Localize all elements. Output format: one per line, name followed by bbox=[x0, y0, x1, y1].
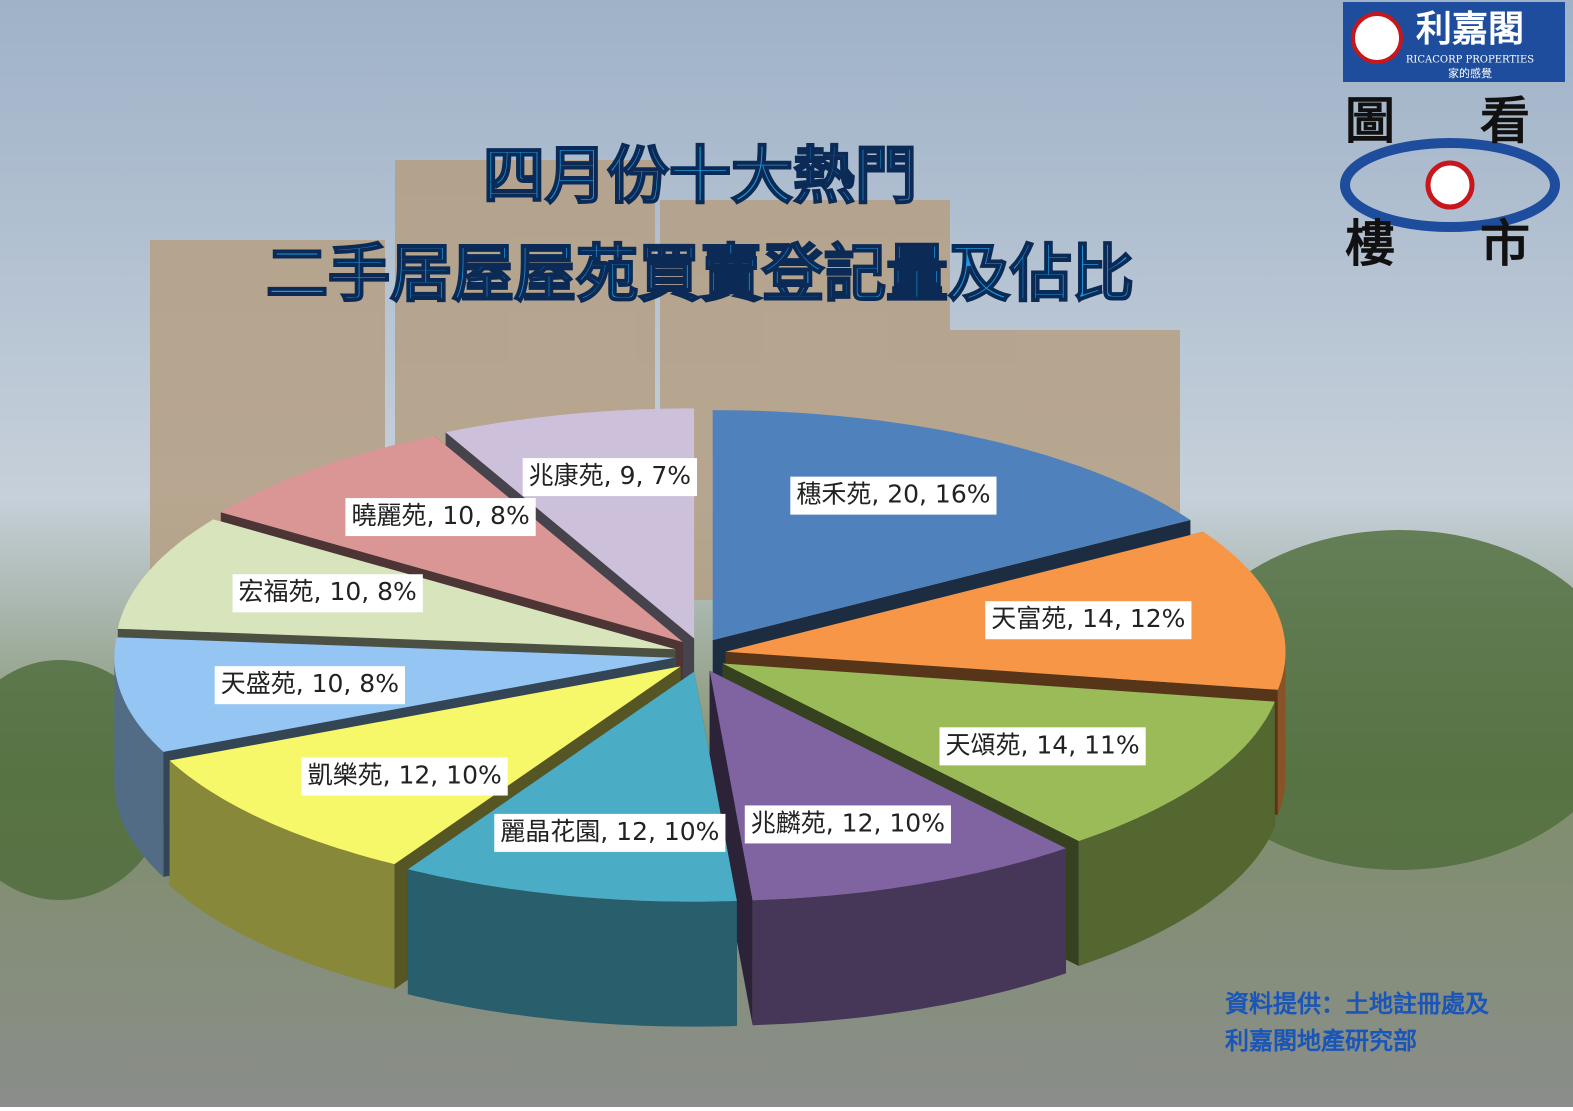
chart-title: 四月份十大熱門 bbox=[483, 139, 917, 212]
data-label-box bbox=[744, 805, 951, 844]
data-label-text: 天盛苑, 10, 8% bbox=[221, 669, 399, 698]
slice-wall bbox=[752, 848, 1066, 1026]
logo-slogan: 家的感覺 bbox=[1448, 66, 1492, 80]
data-label: 天富苑, 14, 12% bbox=[985, 601, 1192, 640]
data-label: 兆麟苑, 12, 10% bbox=[744, 805, 951, 844]
logo-char: 市 bbox=[1480, 214, 1530, 273]
slice-wall bbox=[1078, 701, 1275, 966]
data-label-text: 曉麗苑, 10, 8% bbox=[351, 501, 529, 530]
data-label: 天頌苑, 14, 11% bbox=[939, 727, 1146, 766]
slice-wall bbox=[1277, 651, 1286, 815]
data-label: 穗禾苑, 20, 16% bbox=[790, 476, 997, 515]
logo-english: RICACORP PROPERTIES bbox=[1406, 55, 1534, 66]
slice bbox=[220, 436, 684, 643]
slice-wall bbox=[169, 760, 395, 990]
data-label-box bbox=[214, 666, 405, 705]
logo-char: 樓 bbox=[1345, 214, 1395, 273]
data-label: 天盛苑, 10, 8% bbox=[214, 666, 405, 705]
data-label: 兆康苑, 9, 7% bbox=[522, 458, 698, 497]
data-label-box bbox=[790, 476, 997, 515]
data-label: 凱樂苑, 12, 10% bbox=[301, 757, 508, 796]
slice-side bbox=[709, 670, 753, 1026]
logo-char: 看 bbox=[1480, 91, 1530, 150]
data-label-box bbox=[232, 574, 423, 613]
source-note: 資料提供：土地註冊處及 bbox=[1225, 990, 1489, 1018]
slice-wall bbox=[407, 869, 737, 1027]
data-label-box bbox=[939, 727, 1146, 766]
data-label: 曉麗苑, 10, 8% bbox=[345, 498, 536, 537]
data-label-box bbox=[494, 813, 726, 852]
data-label: 宏福苑, 10, 8% bbox=[232, 574, 423, 613]
data-label-text: 穗禾苑, 20, 16% bbox=[796, 480, 990, 509]
data-label-text: 天富苑, 14, 12% bbox=[991, 604, 1185, 633]
logo-brand: 利嘉閣 bbox=[1416, 8, 1524, 50]
data-label-text: 天頌苑, 14, 11% bbox=[946, 730, 1140, 759]
data-label-box bbox=[345, 498, 536, 537]
data-label-text: 麗晶花園, 12, 10% bbox=[500, 817, 719, 846]
data-label-box bbox=[985, 601, 1192, 640]
pie: 穗禾苑, 20, 16% 天富苑, 14, 12% 天頌苑, 14, 11% 兆麟苑,… bbox=[114, 408, 1286, 1027]
eye bbox=[1340, 138, 1560, 232]
chart-title: 二手居屋屋苑買賣登記量及佔比 bbox=[266, 237, 1134, 310]
data-label-text: 兆麟苑, 12, 10% bbox=[751, 808, 945, 837]
logo-mark bbox=[1351, 12, 1403, 64]
eye-iris bbox=[1425, 160, 1475, 210]
data-label-box bbox=[301, 757, 508, 796]
logo-char: 圖 bbox=[1345, 91, 1395, 150]
source-note: 利嘉閣地產研究部 bbox=[1225, 1027, 1417, 1055]
data-label-text: 兆康苑, 9, 7% bbox=[529, 461, 691, 490]
data-label-text: 凱樂苑, 12, 10% bbox=[308, 761, 502, 790]
slice bbox=[712, 410, 1191, 641]
slice-wall bbox=[114, 657, 164, 877]
logo: 利嘉閣 RICACORP PROPERTIES 家的感覺 圖 看 樓 市 bbox=[1340, 2, 1565, 273]
data-label: 麗晶花園, 12, 10% bbox=[494, 813, 726, 852]
data-label-text: 宏福苑, 10, 8% bbox=[239, 577, 417, 606]
data-label-box bbox=[522, 458, 698, 497]
